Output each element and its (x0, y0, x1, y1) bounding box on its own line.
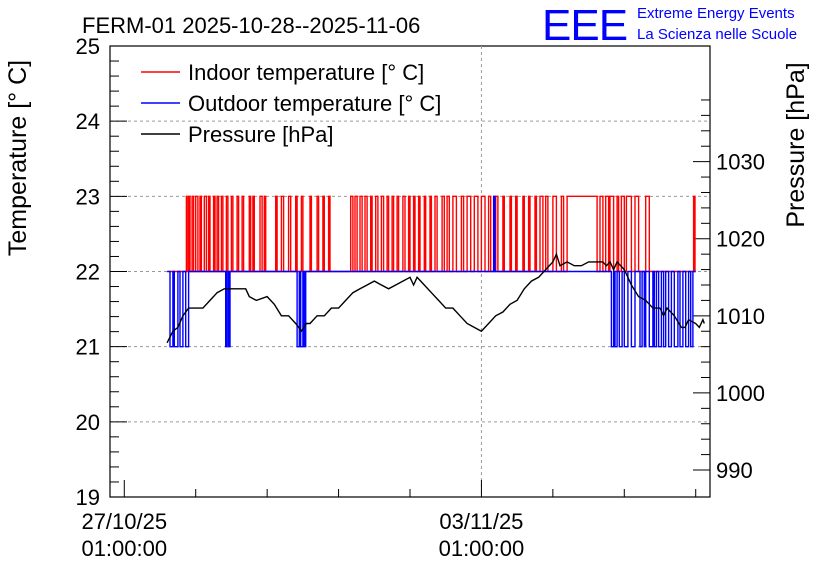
logo-mark: EEE (542, 1, 627, 50)
eee-logo: EEE Extreme Energy Events La Scienza nel… (542, 1, 797, 50)
y2-tick-label: 1000 (716, 381, 765, 406)
y-tick-label: 24 (76, 109, 100, 134)
y-axis-title: Temperature [° C] (4, 60, 32, 256)
series-line-outdoor (167, 195, 696, 348)
y2-tick-label: 1010 (716, 304, 765, 329)
series-line-indoor (169, 195, 696, 273)
y2-tick-label: 1020 (716, 227, 765, 252)
x-tick-label-time: 01:00:00 (439, 536, 525, 561)
legend: Indoor temperature [° C] Outdoor tempera… (141, 60, 441, 147)
y-tick-label: 20 (76, 410, 100, 435)
chart-title: FERM-01 2025-10-28--2025-11-06 (82, 13, 420, 38)
x-tick-label-time: 01:00:00 (81, 536, 167, 561)
logo-line-2: La Scienza nelle Scuole (637, 26, 797, 43)
series-layer (166, 195, 705, 348)
y-tick-label: 22 (76, 260, 100, 285)
x-tick-label: 03/11/25 (439, 509, 523, 534)
legend-label-pressure: Pressure [hPa] (188, 122, 334, 147)
series-line-pressure (166, 252, 705, 344)
logo-line-1: Extreme Energy Events (637, 5, 795, 22)
y2-axis: 990 1000 1010 1020 1030 (693, 99, 765, 483)
y-tick-label: 25 (76, 34, 100, 59)
y-axis: 19 20 21 22 23 24 25 (76, 34, 127, 510)
y2-tick-label: 990 (716, 458, 753, 483)
y-tick-label: 21 (76, 335, 100, 360)
y2-axis-title: Pressure [hPa] (782, 62, 810, 227)
y2-tick-label: 1030 (716, 150, 765, 175)
legend-label-indoor: Indoor temperature [° C] (188, 60, 424, 85)
y-tick-label: 19 (76, 485, 100, 510)
x-tick-label: 27/10/25 (81, 509, 167, 534)
y-tick-label: 23 (76, 184, 100, 209)
legend-label-outdoor: Outdoor temperature [° C] (188, 91, 441, 116)
